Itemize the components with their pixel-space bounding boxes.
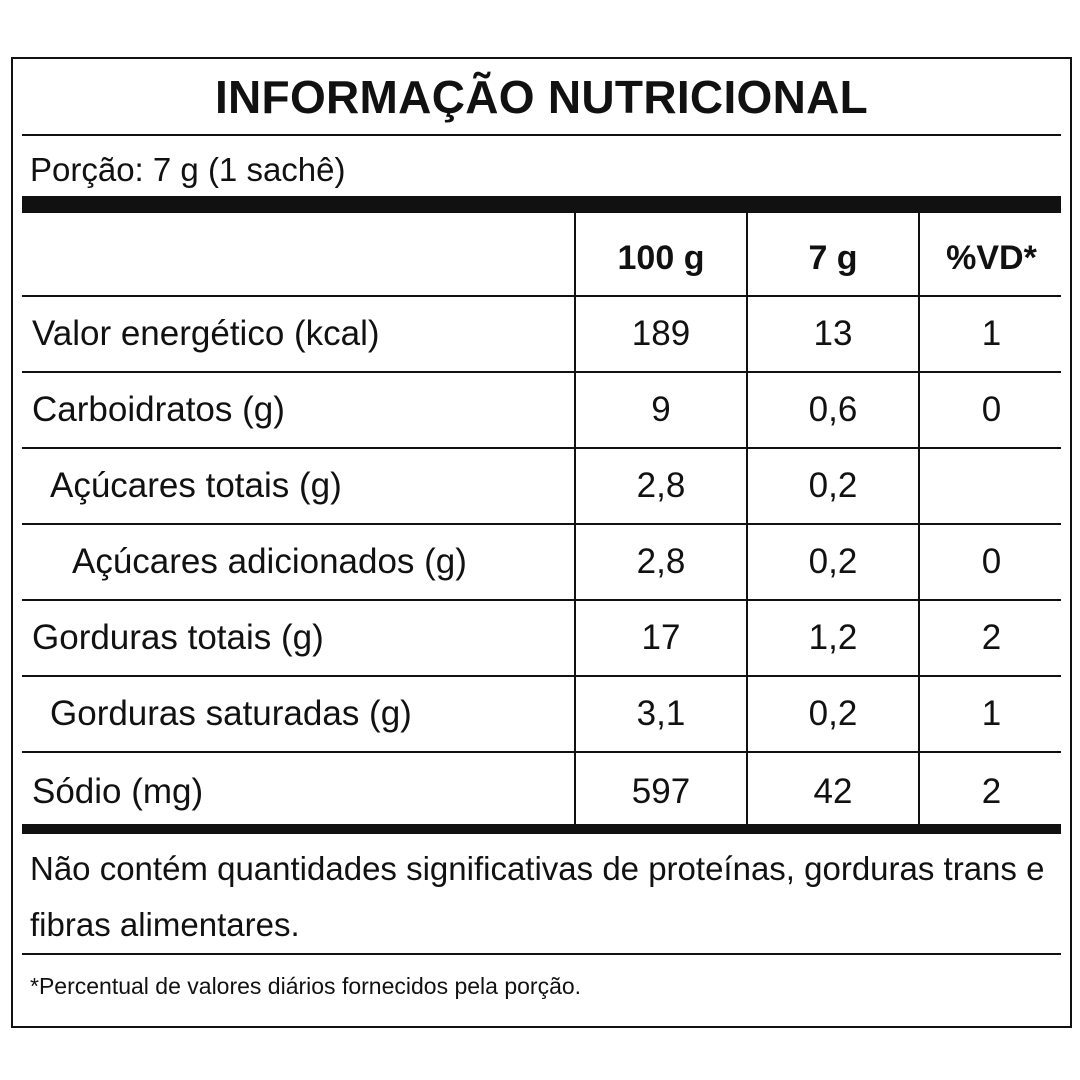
value-daily-percent: 1 <box>918 297 1063 371</box>
value-per-portion: 1,2 <box>746 601 918 675</box>
value-daily-percent: 2 <box>918 753 1063 831</box>
value-per-100g: 3,1 <box>574 677 746 751</box>
value-daily-percent <box>918 449 1063 523</box>
value-per-portion: 0,2 <box>746 677 918 751</box>
disclaimer-note: Não contém quantidades significativas de… <box>30 850 1045 943</box>
nutrition-title: INFORMAÇÃO NUTRICIONAL <box>214 71 869 123</box>
thick-divider-top <box>22 196 1061 213</box>
table-row: Açúcares totais (g) 2,8 0,2 <box>22 449 1061 525</box>
value-daily-percent: 2 <box>918 601 1063 675</box>
value-daily-percent: 0 <box>918 373 1063 447</box>
value-per-portion: 0,2 <box>746 449 918 523</box>
value-per-100g: 9 <box>574 373 746 447</box>
nutrient-label: Carboidratos (g) <box>32 390 285 429</box>
nutrient-label: Açúcares adicionados (g) <box>72 542 467 581</box>
nutrient-label: Valor energético (kcal) <box>32 314 380 353</box>
value-per-portion: 42 <box>746 753 918 831</box>
portion-size: Porção: 7 g (1 sachê) <box>30 151 346 188</box>
value-per-100g: 17 <box>574 601 746 675</box>
value-per-100g: 2,8 <box>574 449 746 523</box>
nutrient-label: Gorduras saturadas (g) <box>50 694 412 733</box>
value-daily-percent: 1 <box>918 677 1063 751</box>
nutrition-facts-panel: INFORMAÇÃO NUTRICIONAL Porção: 7 g (1 sa… <box>11 57 1072 1028</box>
value-per-portion: 0,2 <box>746 525 918 599</box>
value-per-100g: 597 <box>574 753 746 831</box>
nutrition-table: 100 g 7 g %VD* Valor energético (kcal) 1… <box>22 213 1061 831</box>
table-row: Açúcares adicionados (g) 2,8 0,2 0 <box>22 525 1061 601</box>
table-row: Gorduras totais (g) 17 1,2 2 <box>22 601 1061 677</box>
value-per-100g: 189 <box>574 297 746 371</box>
nutrient-label: Gorduras totais (g) <box>32 618 324 657</box>
value-daily-percent: 0 <box>918 525 1063 599</box>
value-per-portion: 13 <box>746 297 918 371</box>
table-row: Gorduras saturadas (g) 3,1 0,2 1 <box>22 677 1061 753</box>
header-per-portion: 7 g <box>746 213 918 295</box>
header-per-100g: 100 g <box>574 213 746 295</box>
thick-divider-bottom <box>22 824 1061 834</box>
value-per-portion: 0,6 <box>746 373 918 447</box>
header-label-cell <box>22 213 574 295</box>
title-divider <box>22 134 1061 136</box>
table-row: Carboidratos (g) 9 0,6 0 <box>22 373 1061 449</box>
note-divider <box>22 953 1061 955</box>
nutrient-label: Sódio (mg) <box>32 772 204 811</box>
footnote: *Percentual de valores diários fornecido… <box>30 973 582 999</box>
nutrient-label: Açúcares totais (g) <box>50 466 342 505</box>
header-daily-value: %VD* <box>918 213 1063 295</box>
value-per-100g: 2,8 <box>574 525 746 599</box>
table-row: Sódio (mg) 597 42 2 <box>22 753 1061 831</box>
table-row: Valor energético (kcal) 189 13 1 <box>22 297 1061 373</box>
table-header-row: 100 g 7 g %VD* <box>22 213 1061 297</box>
